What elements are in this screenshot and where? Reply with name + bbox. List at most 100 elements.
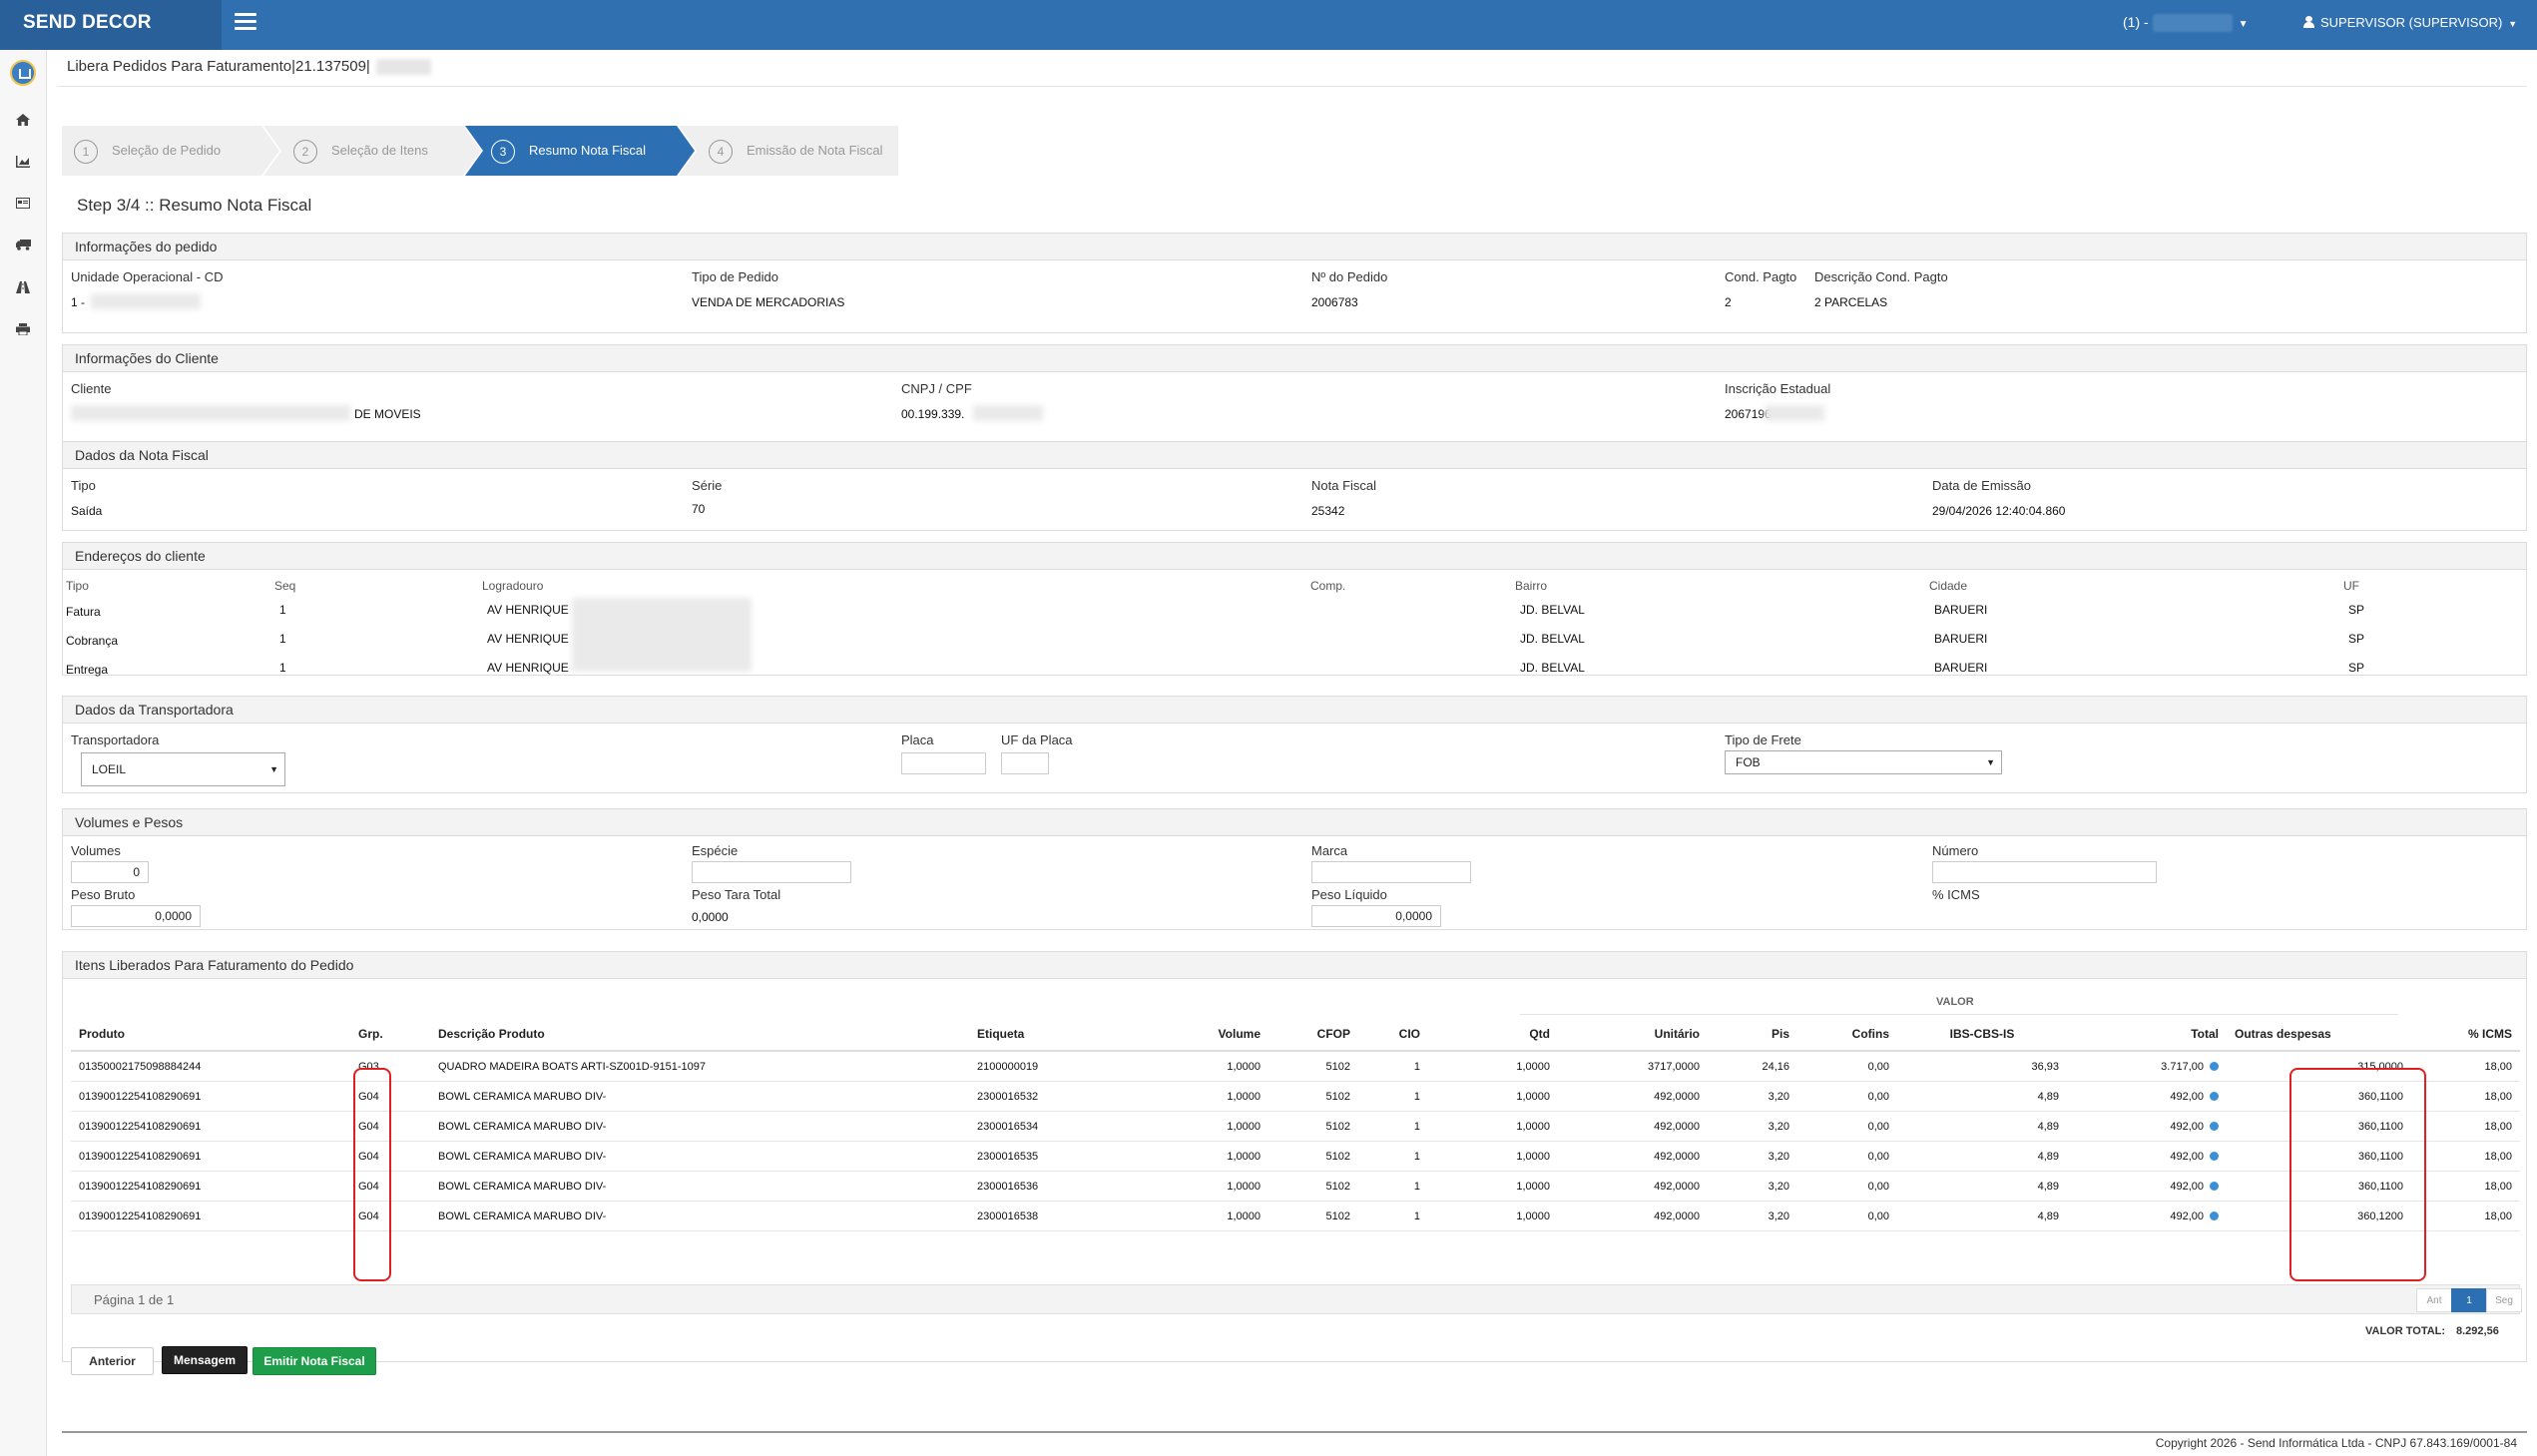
info-dot-icon[interactable] xyxy=(2210,1091,2219,1101)
col-cidade: Cidade xyxy=(1929,579,1968,593)
info-dot-icon[interactable] xyxy=(2210,1181,2219,1191)
info-dot-icon[interactable] xyxy=(2210,1151,2219,1161)
transportadora-selected: LOEIL xyxy=(92,762,127,776)
col-icms[interactable]: % ICMS xyxy=(2411,1018,2520,1052)
endereco-logradouro: AV HENRIQUE xyxy=(487,632,569,646)
numero-input[interactable] xyxy=(1932,861,2157,883)
numero-label: Número xyxy=(1932,843,1979,858)
marca-input[interactable] xyxy=(1311,861,1471,883)
col-cfop[interactable]: CFOP xyxy=(1268,1018,1358,1052)
transportadora-label: Transportadora xyxy=(71,732,160,747)
cell-cio: 1 xyxy=(1358,1081,1428,1112)
mensagem-button[interactable]: Mensagem xyxy=(162,1346,248,1374)
uf-placa-input[interactable] xyxy=(1001,752,1049,774)
table-row[interactable]: 01390012254108290691 G04 BOWL CERAMICA M… xyxy=(71,1201,2520,1231)
pager-next-button[interactable]: Seg xyxy=(2486,1288,2522,1312)
cell-cofins: 0,00 xyxy=(1797,1171,1897,1202)
wizard-step-3[interactable]: 3 Resumo Nota Fiscal xyxy=(465,126,697,176)
page-title-text: Libera Pedidos Para Faturamento|21.13750… xyxy=(67,58,370,75)
panel-volumes: Volumes e Pesos Volumes 0 Espécie Marca … xyxy=(62,808,2527,930)
col-descricao[interactable]: Descrição Produto xyxy=(430,1018,969,1052)
home-icon[interactable] xyxy=(15,114,31,128)
anterior-button[interactable]: Anterior xyxy=(71,1347,154,1375)
road-icon[interactable] xyxy=(15,281,31,295)
cell-descricao: QUADRO MADEIRA BOATS ARTI-SZ001D-9151-10… xyxy=(430,1051,969,1082)
col-outras-despesas[interactable]: Outras despesas xyxy=(2227,1018,2411,1052)
unidade-value: 1 - xyxy=(71,295,86,309)
emitir-nota-fiscal-button[interactable]: Emitir Nota Fiscal xyxy=(253,1347,376,1375)
wizard-step-4[interactable]: 4 Emissão de Nota Fiscal xyxy=(679,126,898,176)
cell-cfop: 5102 xyxy=(1268,1201,1358,1231)
tipo-frete-select[interactable]: FOB ▼ xyxy=(1725,750,2002,774)
col-etiqueta[interactable]: Etiqueta xyxy=(969,1018,1139,1052)
serie-label: Série xyxy=(692,478,723,493)
col-tipo: Tipo xyxy=(66,579,89,593)
especie-input[interactable] xyxy=(692,861,851,883)
table-row[interactable]: 01390012254108290691 G04 BOWL CERAMICA M… xyxy=(71,1111,2520,1142)
placa-input[interactable] xyxy=(901,752,986,774)
step-label: Resumo Nota Fiscal xyxy=(529,143,647,158)
nota-fiscal-value: 25342 xyxy=(1311,504,1345,518)
menu-icon[interactable] xyxy=(235,13,256,31)
tipo-pedido-label: Tipo de Pedido xyxy=(692,269,778,284)
table-row[interactable]: 01390012254108290691 G04 BOWL CERAMICA M… xyxy=(71,1141,2520,1172)
volumes-input[interactable]: 0 xyxy=(71,861,149,883)
col-unitario[interactable]: Unitário xyxy=(1558,1018,1708,1052)
cell-ibs: 4,89 xyxy=(1897,1081,2067,1112)
info-dot-icon[interactable] xyxy=(2210,1121,2219,1131)
table-row[interactable]: 01390012254108290691 G04 BOWL CERAMICA M… xyxy=(71,1081,2520,1112)
brand-logo[interactable]: SEND DECOR xyxy=(0,0,222,50)
col-uf: UF xyxy=(2343,579,2359,593)
cond-pagto-value: 2 xyxy=(1725,295,1732,309)
cell-pis: 3,20 xyxy=(1708,1201,1797,1231)
transportadora-select[interactable]: LOEIL ▼ xyxy=(81,752,285,786)
user-menu[interactable]: SUPERVISOR (SUPERVISOR) ▼ xyxy=(2303,15,2517,30)
table-row[interactable]: 01350002175098884244 G03 QUADRO MADEIRA … xyxy=(71,1051,2520,1082)
cell-total-wrap: 492,00 xyxy=(2067,1081,2227,1112)
icms-label: % ICMS xyxy=(1932,887,1980,902)
endereco-tipo: Fatura xyxy=(66,605,101,619)
cell-unitario: 492,0000 xyxy=(1558,1201,1708,1231)
col-pis[interactable]: Pis xyxy=(1708,1018,1797,1052)
peso-bruto-input[interactable]: 0,0000 xyxy=(71,905,201,927)
ie-label: Inscrição Estadual xyxy=(1725,381,1831,396)
col-total[interactable]: Total xyxy=(2067,1018,2227,1052)
app-home-logo-icon[interactable] xyxy=(10,60,36,86)
peso-bruto-label: Peso Bruto xyxy=(71,887,136,902)
cell-produto: 01350002175098884244 xyxy=(71,1051,350,1082)
table-header-row: Produto Grp. Descrição Produto Etiqueta … xyxy=(71,1018,2520,1052)
step-label: Seleção de Pedido xyxy=(112,143,222,158)
cell-volume: 1,0000 xyxy=(1139,1051,1268,1082)
chevron-down-icon: ▼ xyxy=(269,764,278,774)
info-dot-icon[interactable] xyxy=(2210,1211,2219,1220)
pager-page-1[interactable]: 1 xyxy=(2451,1288,2487,1312)
cell-outras: 360,1200 xyxy=(2227,1201,2411,1231)
col-volume[interactable]: Volume xyxy=(1139,1018,1268,1052)
cell-outras: 315,0000 xyxy=(2227,1051,2411,1082)
chart-icon[interactable] xyxy=(15,156,31,170)
table-row[interactable]: 01390012254108290691 G04 BOWL CERAMICA M… xyxy=(71,1171,2520,1202)
col-ibs[interactable]: IBS-CBS-IS xyxy=(1897,1018,2067,1052)
cell-cio: 1 xyxy=(1358,1051,1428,1082)
wizard-step-2[interactable]: 2 Seleção de Itens xyxy=(263,126,483,176)
col-produto[interactable]: Produto xyxy=(71,1018,350,1052)
peso-liquido-input[interactable]: 0,0000 xyxy=(1311,905,1441,927)
panel-transportadora: Dados da Transportadora Transportadora L… xyxy=(62,696,2527,793)
panel-enderecos: Endereços do cliente Tipo Seq Logradouro… xyxy=(62,542,2527,677)
col-qtd[interactable]: Qtd xyxy=(1428,1018,1558,1052)
ie-value: 2067196 xyxy=(1725,407,1772,421)
col-grp[interactable]: Grp. xyxy=(350,1018,430,1052)
unit-select[interactable]: (1) - ▼ xyxy=(2123,14,2249,33)
info-dot-icon[interactable] xyxy=(2210,1061,2219,1071)
col-bairro: Bairro xyxy=(1515,579,1548,593)
card-icon[interactable] xyxy=(15,198,31,212)
print-icon[interactable] xyxy=(15,323,31,337)
cell-cfop: 5102 xyxy=(1268,1051,1358,1082)
chevron-down-icon: ▼ xyxy=(1986,757,1995,767)
blurred-value xyxy=(973,405,1043,421)
truck-icon[interactable] xyxy=(15,240,31,253)
pager-prev-button[interactable]: Ant xyxy=(2416,1288,2452,1312)
col-cofins[interactable]: Cofins xyxy=(1797,1018,1897,1052)
wizard-step-1[interactable]: 1 Seleção de Pedido xyxy=(62,126,281,176)
col-cio[interactable]: CIO xyxy=(1358,1018,1428,1052)
